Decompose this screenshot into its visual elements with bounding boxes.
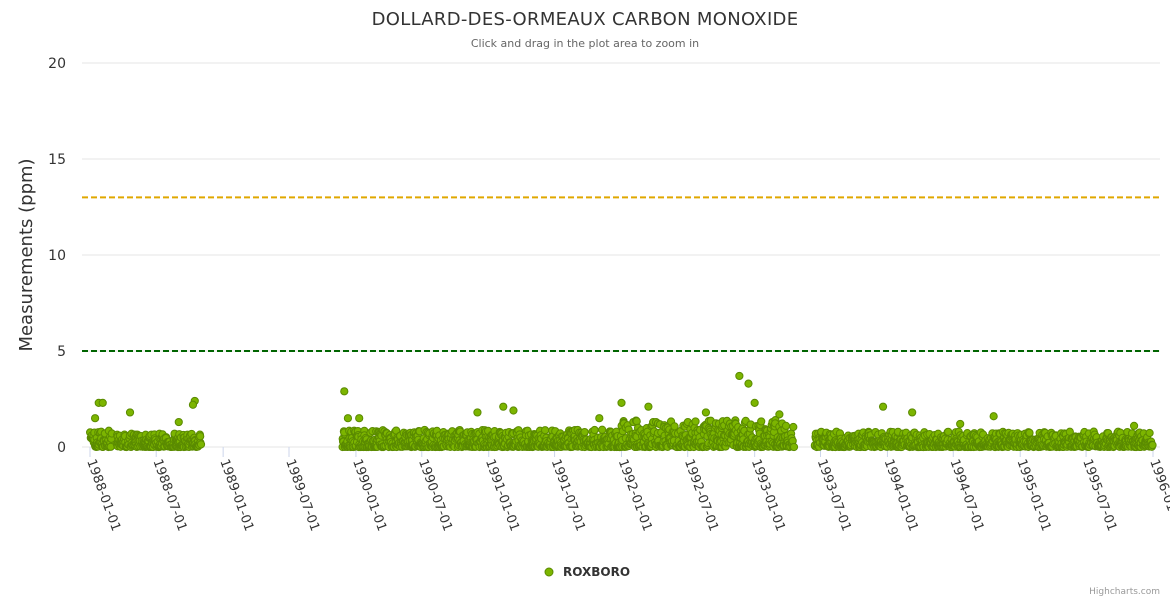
chart-subtitle: Click and drag in the plot area to zoom … xyxy=(471,37,699,50)
gridlines xyxy=(82,62,1160,448)
data-point[interactable] xyxy=(595,414,604,423)
x-tick-label: 1994-07-01 xyxy=(947,457,987,533)
data-point[interactable] xyxy=(744,379,753,388)
x-tick-label: 1991-07-01 xyxy=(548,457,588,533)
data-point[interactable] xyxy=(775,410,784,419)
chart-title: DOLLARD-DES-ORMEAUX CARBON MONOXIDE xyxy=(372,9,799,30)
chart-credits[interactable]: Highcharts.com xyxy=(1089,587,1160,597)
data-point[interactable] xyxy=(701,408,710,417)
legend-marker-icon xyxy=(544,567,554,577)
x-tick-label: 1995-01-01 xyxy=(1013,457,1053,533)
data-point[interactable] xyxy=(956,419,965,429)
y-tick-label: 20 xyxy=(48,56,66,72)
data-point[interactable] xyxy=(473,408,482,417)
data-point[interactable] xyxy=(1025,428,1034,437)
x-tick-label: 1996-01-01 xyxy=(1146,457,1170,533)
x-tick-label: 1992-07-01 xyxy=(681,457,721,533)
data-point[interactable] xyxy=(670,422,679,431)
data-point[interactable] xyxy=(617,398,626,407)
data-point[interactable] xyxy=(90,414,100,423)
data-point[interactable] xyxy=(632,417,641,426)
data-point[interactable] xyxy=(340,387,349,396)
y-tick-label: 0 xyxy=(57,440,66,456)
data-point[interactable] xyxy=(750,398,759,407)
data-point[interactable] xyxy=(1145,428,1154,438)
x-tick-label: 1989-07-01 xyxy=(282,457,322,533)
x-tick-label: 1989-01-01 xyxy=(216,457,256,533)
data-point[interactable] xyxy=(789,442,799,452)
x-tick-label: 1992-01-01 xyxy=(615,457,655,533)
x-axis-ticks: 1988-01-01 1988-07-01 1989-01-01 1989-07-01… xyxy=(83,447,1170,533)
data-point[interactable] xyxy=(644,402,653,411)
x-tick-label: 1988-01-01 xyxy=(83,457,123,533)
x-tick-label: 1995-07-01 xyxy=(1079,457,1119,533)
data-point[interactable] xyxy=(174,417,183,427)
y-axis-label: Measurements (ppm) xyxy=(16,158,37,351)
y-tick-label: 10 xyxy=(48,248,66,264)
data-point[interactable] xyxy=(196,440,206,449)
data-point[interactable] xyxy=(878,402,888,411)
data-point[interactable] xyxy=(735,371,744,381)
data-point[interactable] xyxy=(196,432,205,441)
data-point[interactable] xyxy=(355,414,364,423)
x-tick-label: 1990-07-01 xyxy=(415,457,455,533)
data-point[interactable] xyxy=(509,406,518,415)
data-point[interactable] xyxy=(908,408,917,417)
data-point[interactable] xyxy=(944,427,953,436)
x-tick-label: 1993-01-01 xyxy=(748,457,788,533)
data-point[interactable] xyxy=(188,400,198,409)
series-roxboro-points[interactable] xyxy=(86,371,1157,452)
x-tick-label: 1991-01-01 xyxy=(482,457,522,533)
legend-item-roxboro[interactable]: ROXBORO xyxy=(563,565,630,579)
y-axis-ticks: 0 5 10 15 20 xyxy=(48,56,66,456)
y-tick-label: 15 xyxy=(48,152,66,168)
x-tick-label: 1994-01-01 xyxy=(881,457,921,533)
data-point[interactable] xyxy=(1148,441,1157,450)
data-point[interactable] xyxy=(580,427,589,437)
data-point[interactable] xyxy=(590,425,599,435)
data-point[interactable] xyxy=(757,417,766,426)
data-point[interactable] xyxy=(789,422,798,432)
data-point[interactable] xyxy=(989,412,998,421)
data-point[interactable] xyxy=(98,398,107,407)
legend[interactable]: ROXBORO xyxy=(544,565,630,579)
data-point[interactable] xyxy=(343,414,353,423)
data-point[interactable] xyxy=(540,426,550,435)
data-point[interactable] xyxy=(499,402,508,411)
data-point[interactable] xyxy=(781,421,791,430)
y-tick-label: 5 xyxy=(57,344,66,360)
x-tick-label: 1988-07-01 xyxy=(149,457,189,533)
x-tick-label: 1993-07-01 xyxy=(814,457,854,533)
x-tick-label: 1990-01-01 xyxy=(349,457,389,533)
data-point[interactable] xyxy=(691,417,700,426)
threshold-lines xyxy=(82,196,1160,352)
data-point[interactable] xyxy=(1129,421,1139,430)
data-point[interactable] xyxy=(125,408,135,417)
data-point[interactable] xyxy=(598,425,607,434)
